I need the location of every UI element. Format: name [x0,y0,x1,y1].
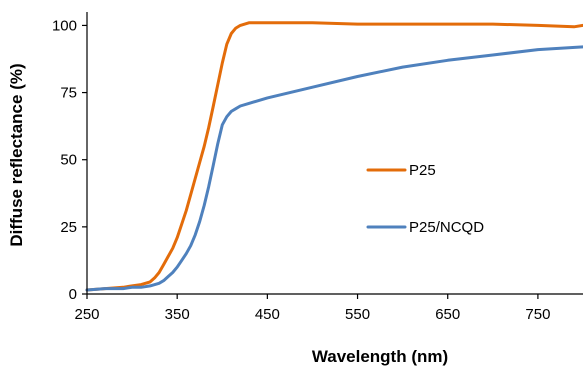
legend-label-p25: P25 [409,162,436,179]
series-line-p25-ncqd [85,45,583,292]
x-tick-label: 750 [525,306,550,323]
plot-area [85,21,583,292]
x-tick-label: 450 [255,306,280,323]
y-tick-label: 50 [60,152,77,169]
series-line-p25 [85,21,583,292]
y-tick-label: 0 [69,286,77,303]
tick-labels: 0 25 50 75 100 250 350 450 550 650 750 [52,17,550,323]
legend-label-p25-ncqd: P25/NCQD [409,219,484,236]
legend: P25 P25/NCQD [366,162,484,236]
y-tick-label: 100 [52,17,77,34]
y-tick-label: 25 [60,219,77,236]
x-tick-label: 550 [345,306,370,323]
y-tick-label: 75 [60,85,77,102]
x-axis-title: Wavelength (nm) [312,347,448,366]
y-axis-title: Diffuse reflectance (%) [7,63,26,246]
x-tick-label: 350 [165,306,190,323]
axes [82,12,583,299]
x-tick-label: 250 [74,306,99,323]
x-tick-label: 650 [435,306,460,323]
